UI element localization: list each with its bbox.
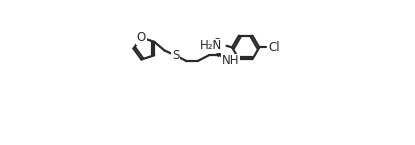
- Text: O: O: [137, 31, 146, 44]
- Text: H₂N: H₂N: [200, 39, 222, 52]
- Text: Cl: Cl: [269, 41, 281, 54]
- Text: O: O: [212, 37, 222, 50]
- Text: NH: NH: [222, 55, 239, 67]
- Text: S: S: [172, 49, 179, 62]
